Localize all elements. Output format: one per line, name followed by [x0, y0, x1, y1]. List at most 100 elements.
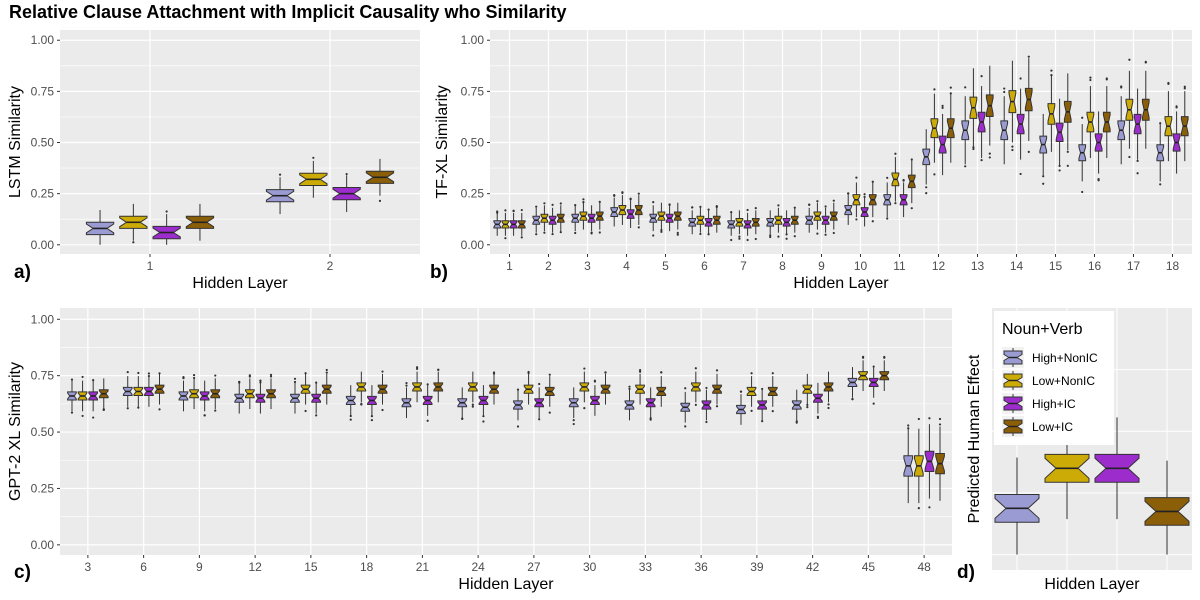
panel-b-box-low-nonic — [501, 209, 510, 240]
panel-c-box-high-ic-outlier — [426, 383, 429, 386]
panel-b-box-low-nonic-outlier — [1128, 58, 1131, 61]
panel-b-box-high-nonic-outlier — [730, 238, 733, 242]
panel-b-box-high-nonic-outlier — [847, 192, 850, 195]
panel-c-box-high-ic-outlier — [315, 381, 318, 384]
panel-a-xtick-label: 1 — [147, 259, 154, 273]
panel-b-box-low-ic — [517, 208, 526, 239]
panel-c-box-low-nonic-outlier — [471, 403, 474, 406]
panel-c-box-high-nonic — [290, 377, 300, 414]
panel-b-box-high-nonic-outlier — [574, 203, 577, 207]
panel-c-box-low-nonic-outlier — [638, 370, 642, 373]
panel-c-box-low-ic — [377, 370, 388, 412]
panel-c-box-high-ic-outlier — [426, 419, 429, 422]
panel-b-xtick-label: 15 — [1049, 259, 1063, 273]
panel-c-box-high-ic-outlier — [259, 381, 262, 384]
panel-b-box-high-nonic-outlier — [652, 201, 655, 204]
panel-a-xtick-label: 2 — [327, 259, 334, 273]
panel-c-box-high-nonic — [903, 424, 914, 504]
panel-b-box-low-ic — [868, 180, 877, 223]
panel-b-box-low-nonic-outlier — [543, 202, 546, 205]
panel-d-box-low-nonic — [1044, 417, 1090, 520]
panel-c-box-high-ic-outlier — [872, 365, 875, 368]
panel-a-label: a) — [14, 262, 31, 283]
panel-b-box-high-nonic-outlier — [769, 235, 772, 239]
panel-b-box-high-nonic-outlier — [496, 210, 499, 213]
panel-c-box-low-nonic-outlier — [304, 409, 307, 413]
panel-c-box-high-ic-outlier — [482, 415, 485, 418]
panel-b-box-high-nonic — [571, 203, 580, 235]
panel-b-box-high-ic-outlier — [551, 232, 554, 236]
panel-c-box-low-nonic — [77, 375, 88, 418]
panel-b-box-high-ic-outlier — [980, 159, 983, 162]
panel-c-box-low-ic-outlier — [715, 405, 719, 408]
panel-c-xtick-label: 45 — [862, 560, 876, 574]
panel-b-box-high-ic-outlier — [863, 195, 866, 198]
panel-b-box-high-nonic-outlier — [886, 217, 889, 220]
panel-b-box-high-ic-outlier — [668, 203, 671, 206]
panel-b-box-low-ic-outlier — [793, 235, 796, 238]
figure-title: Relative Clause Attachment with Implicit… — [9, 2, 567, 22]
panel-c-box-low-nonic-outlier — [415, 367, 419, 370]
panel-b-box-high-ic-outlier — [1175, 105, 1178, 108]
panel-b-xtick-label: 1 — [506, 259, 513, 273]
panel-c-box-high-nonic-outlier — [516, 425, 520, 428]
panel-b-box-low-ic — [829, 199, 838, 235]
panel-a-box-high-ic-outlier — [345, 172, 348, 176]
panel-c-box-high-ic — [924, 417, 935, 509]
panel-b-box-high-ic-outlier — [863, 193, 866, 196]
panel-c-box-high-nonic — [513, 388, 523, 428]
panel-c-box-low-ic-outlier — [381, 370, 384, 373]
panel-c-box-low-ic-outlier — [214, 409, 217, 412]
legend-entry-label: Low+NonIC — [1032, 374, 1095, 388]
panel-b-xlabel: Hidden Layer — [793, 275, 889, 292]
panel-b-box-low-ic-outlier — [949, 92, 952, 95]
panel-b-box-low-ic-outlier — [715, 205, 718, 209]
panel-b-box-high-ic-outlier — [1019, 77, 1022, 80]
panel-b-box-low-nonic-outlier — [933, 173, 936, 176]
panel-b-xtick-label: 16 — [1088, 259, 1102, 273]
panel-c-box-low-ic-outlier — [660, 371, 663, 374]
panel-c-box-low-ic — [879, 355, 890, 392]
panel-c-box-low-nonic — [746, 372, 757, 412]
panel-b-box-low-nonic-outlier — [699, 232, 702, 236]
panel-b-box-low-nonic-outlier — [1011, 145, 1014, 148]
panel-c-box-low-nonic-outlier — [750, 372, 753, 375]
panel-c-box-high-nonic — [401, 381, 412, 419]
panel-b-box-high-nonic-outlier — [1081, 190, 1084, 194]
panel-c-box-high-nonic — [178, 376, 189, 412]
panel-c-box-low-nonic — [300, 372, 311, 413]
panel-b-box-low-nonic-outlier — [1089, 76, 1092, 79]
panel-b-box-high-nonic-outlier — [1003, 90, 1006, 94]
panel-b-xtick-label: 6 — [701, 259, 708, 273]
panel-b-box-low-nonic-outlier — [972, 147, 975, 151]
panel-c-box-high-ic-outlier — [259, 379, 262, 382]
panel-b-box-low-ic — [790, 206, 799, 238]
panel-c-box-high-nonic-outlier — [238, 381, 241, 384]
panel-c-box-low-nonic-outlier — [694, 367, 697, 370]
panel-c-box-low-ic — [712, 369, 722, 408]
panel-b-box-high-ic — [1172, 105, 1181, 174]
panel-b-box-low-nonic-outlier — [504, 209, 507, 212]
panel-a-box-low-nonic-outlier — [312, 156, 315, 159]
panel-c-box-high-nonic-outlier — [405, 384, 408, 387]
panel-b-box-low-ic-outlier — [520, 208, 523, 212]
panel-b-box-low-ic — [1063, 73, 1072, 167]
panel-b-box-high-nonic-outlier — [613, 194, 616, 197]
panel-b-box-low-nonic-outlier — [972, 146, 975, 149]
panel-b-box-high-ic-outlier — [785, 233, 788, 236]
panel-c-box-low-nonic-outlier — [806, 403, 809, 407]
panel-c-box-low-nonic-outlier — [137, 406, 140, 409]
panel-c-box-high-ic-outlier — [203, 414, 206, 417]
panel-b-box-low-ic-outlier — [1066, 164, 1069, 167]
panel-b-box-low-nonic — [930, 88, 939, 176]
panel-c-box-high-ic-outlier — [649, 417, 652, 420]
panel-b-box-high-ic — [977, 75, 986, 162]
panel-b-box-low-nonic — [969, 68, 978, 151]
panel-b-box-high-nonic — [1039, 113, 1048, 185]
panel-b-box-high-nonic — [688, 206, 697, 235]
panel-c-box-low-ic-outlier — [883, 356, 886, 359]
panel-c-box-high-nonic — [847, 367, 858, 401]
panel-b-box-high-nonic-outlier — [925, 192, 928, 195]
panel-b-box-high-nonic — [1156, 122, 1165, 186]
panel-c-box-high-nonic-outlier — [572, 419, 575, 422]
